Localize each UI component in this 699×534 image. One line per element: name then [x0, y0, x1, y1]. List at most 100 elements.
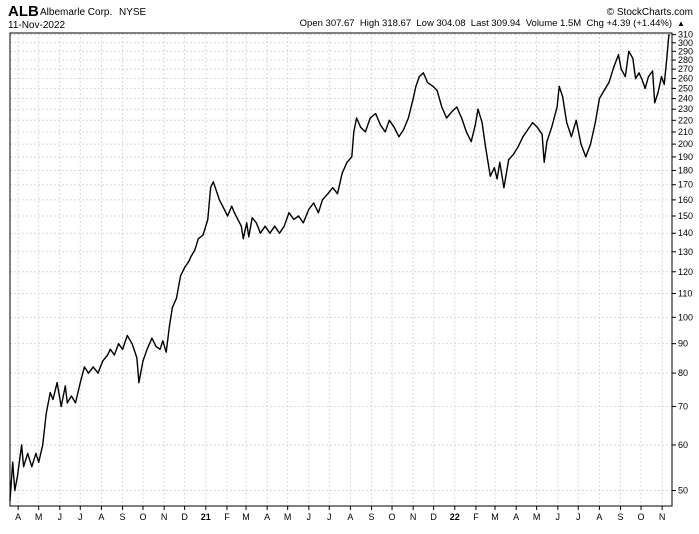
x-tick-label: J [307, 512, 312, 522]
price-point [375, 113, 377, 115]
price-point [663, 83, 665, 85]
chart-date: 11-Nov-2022 [8, 20, 66, 31]
up-arrow-icon: ▲ [677, 19, 685, 28]
price-point [14, 489, 16, 492]
price-point [570, 136, 573, 138]
price-point [248, 236, 250, 238]
price-point [594, 122, 596, 124]
price-point [214, 187, 216, 189]
price-point [274, 225, 276, 227]
price-point [159, 348, 161, 350]
price-point [493, 167, 495, 169]
price-point [146, 348, 148, 350]
price-point [131, 343, 133, 345]
x-tick-label: S [369, 512, 375, 522]
x-tick-label: O [389, 512, 396, 522]
price-point [188, 261, 190, 263]
price-point [155, 345, 157, 347]
price-point [109, 348, 111, 350]
price-point [16, 475, 19, 477]
price-point [668, 34, 670, 36]
price-point [231, 205, 233, 207]
price-point [652, 70, 654, 72]
price-point [603, 89, 605, 91]
x-tick-label: M [491, 512, 499, 522]
x-tick-label: S [618, 512, 624, 522]
price-point [353, 131, 355, 133]
y-tick-label: 310 [678, 30, 693, 40]
price-point [532, 122, 534, 124]
price-point [551, 126, 553, 128]
price-point [456, 106, 458, 108]
series-layer [9, 34, 670, 502]
y-tick-label: 50 [678, 486, 688, 496]
y-tick-label: 160 [678, 195, 693, 205]
price-line [9, 34, 670, 501]
price-point [566, 122, 568, 124]
y-tick-label: 270 [678, 64, 693, 74]
price-point [74, 402, 77, 404]
x-tick-label: 21 [201, 512, 211, 522]
y-tick-label: 290 [678, 46, 693, 56]
x-tick-label: M [533, 512, 541, 522]
price-point [477, 108, 479, 110]
y-tick-label: 90 [678, 339, 688, 349]
price-point [237, 218, 239, 220]
price-point [246, 222, 248, 224]
price-point [641, 79, 644, 82]
price-point [632, 57, 634, 59]
price-point [336, 193, 339, 195]
price-point [403, 129, 405, 131]
x-tick-label: N [659, 512, 666, 522]
price-point [635, 78, 637, 80]
price-point [122, 348, 124, 350]
price-point [197, 238, 199, 240]
price-point [351, 156, 353, 158]
price-point [21, 444, 23, 446]
x-tick-label: D [181, 512, 188, 522]
price-point [360, 126, 362, 128]
price-point [556, 106, 558, 108]
price-point [175, 297, 178, 299]
y-tick-label: 130 [678, 247, 693, 257]
price-point [126, 334, 128, 337]
price-point [66, 402, 68, 404]
price-point [638, 72, 640, 74]
price-point [138, 382, 140, 384]
price-point [541, 133, 543, 135]
price-point [436, 89, 438, 91]
axes: 50 60 70 80 90 100 110 120 130 140 150 160 170 180 190… [9, 30, 693, 522]
price-point [332, 187, 334, 189]
price-point [92, 366, 94, 368]
x-tick-label: J [576, 512, 581, 522]
brand-label: © StockCharts.com [607, 7, 693, 18]
price-point [38, 461, 40, 463]
price-point [412, 98, 414, 100]
price-point [536, 126, 538, 128]
price-point [522, 136, 524, 138]
y-tick-label: 70 [678, 401, 688, 411]
chart-header: ALB Albemarle Corp. NYSE 11-Nov-2022 © S… [8, 3, 693, 31]
x-tick-label: O [638, 512, 645, 522]
price-point [666, 55, 668, 58]
price-point [517, 146, 519, 148]
price-point [269, 232, 271, 234]
price-point [499, 161, 501, 163]
price-point [107, 354, 109, 356]
price-point [302, 222, 304, 224]
price-point [446, 117, 448, 119]
x-tick-label: J [58, 512, 63, 522]
price-point [317, 212, 319, 214]
price-point [589, 143, 592, 145]
y-tick-label: 240 [678, 94, 693, 104]
y-tick-label: 300 [678, 38, 693, 48]
price-point [162, 340, 164, 342]
price-point [87, 372, 90, 374]
price-point [426, 81, 429, 83]
price-point [293, 218, 295, 220]
price-point [451, 110, 453, 112]
price-point [654, 102, 656, 104]
price-point [151, 337, 153, 339]
